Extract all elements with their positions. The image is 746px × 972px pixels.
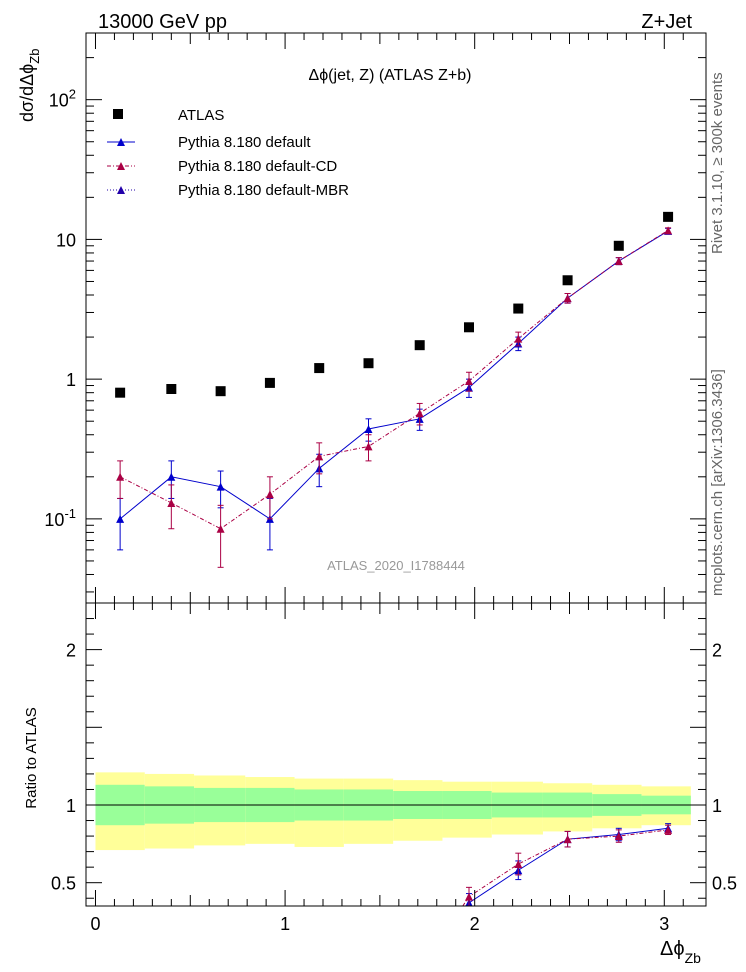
atlas-data-point	[166, 384, 177, 395]
analysis-watermark: ATLAS_2020_I1788444	[327, 558, 465, 573]
mcplots-label: mcplots.cern.ch [arXiv:1306.3436]	[709, 369, 726, 596]
y-tick-label: 102	[49, 87, 76, 111]
atlas-data-point	[363, 358, 374, 369]
legend-default-label: Pythia 8.180 default	[178, 134, 311, 151]
ratio-plot-frame	[85, 602, 707, 907]
mc-data-point	[364, 424, 373, 433]
atlas-data-point	[215, 386, 226, 397]
x-tick-label: 1	[280, 914, 290, 934]
legend: ATLAS Pythia 8.180 default Pythia 8.180 …	[107, 107, 349, 199]
atlas-data-point	[115, 387, 126, 398]
atlas-data-point	[562, 275, 573, 286]
mc-data-point	[216, 524, 225, 533]
ratio-data-point	[563, 835, 572, 844]
main-data-layer	[115, 211, 674, 568]
atlas-data-point	[463, 322, 474, 333]
ratio-data-point	[614, 832, 623, 841]
ratio-y-tick-label-right: 2	[712, 641, 722, 661]
process-label: Z+Jet	[641, 11, 692, 33]
y-tick-label: 10-1	[44, 506, 76, 530]
energy-label: 13000 GeV pp	[98, 11, 227, 33]
y-tick-label: 1	[66, 370, 76, 390]
mc-data-point	[315, 452, 324, 461]
legend-cd-marker	[117, 162, 125, 170]
ratio-y-tick-label: 2	[66, 641, 76, 661]
ratio-data-layer	[462, 823, 673, 906]
ratio-data-point	[464, 892, 473, 901]
atlas-data-point	[663, 211, 674, 222]
main-plot-panel: 10-1 1 10 102 Δϕ(jet, Z) (ATLAS Z+b) ATLAS_…	[17, 32, 707, 604]
series-line	[119, 229, 669, 530]
mc-data-point	[614, 257, 623, 266]
legend-mbr-label: Pythia 8.180 default-MBR	[178, 182, 349, 199]
y-tick-label-exponent: -1	[64, 506, 76, 521]
ratio-plot-panel: 0.5 0.5 1 1 2 2 0 1 2 3 Ratio to ATLAS ΔϕZb	[23, 602, 737, 966]
atlas-data-point	[314, 363, 325, 374]
legend-cd-label: Pythia 8.180 default-CD	[178, 158, 337, 175]
ratio-series-group	[462, 823, 673, 906]
legend-atlas-label: ATLAS	[178, 107, 224, 124]
mc-data-point	[514, 334, 523, 343]
y-tick-label: 10	[56, 230, 76, 250]
mc-data-point	[563, 294, 572, 303]
ratio-data-point	[664, 825, 673, 834]
main-axis-ticks: 10-1 1 10 102	[44, 32, 706, 603]
mc-data-point	[167, 472, 176, 481]
mc-data-point	[664, 226, 673, 235]
x-tick-label: 2	[470, 914, 480, 934]
legend-mbr-marker	[117, 186, 125, 194]
x-axis-label: ΔϕZb	[660, 938, 701, 966]
mc-data-point	[167, 498, 176, 507]
rivet-label: Rivet 3.1.10, ≥ 300k events	[709, 72, 726, 254]
mc-data-point	[415, 409, 424, 418]
mc-data-point	[216, 482, 225, 491]
legend-default-marker	[117, 138, 125, 146]
mc-data-point	[265, 490, 274, 499]
atlas-data-point	[414, 340, 425, 351]
atlas-data-point	[513, 303, 524, 314]
x-tick-label: 0	[90, 914, 100, 934]
legend-atlas-marker	[113, 109, 123, 119]
mc-data-point	[464, 376, 473, 385]
plot-title: Δϕ(jet, Z) (ATLAS Z+b)	[309, 67, 472, 84]
mc-data-point	[116, 514, 125, 523]
atlas-data-point	[264, 377, 275, 388]
atlas-data-point	[613, 240, 624, 251]
ratio-uncertainty-bands	[95, 772, 691, 851]
ratio-y-tick-label: 1	[66, 796, 76, 816]
ratio-axis-ticks: 0.5 0.5 1 1 2 2 0 1 2 3	[51, 602, 737, 934]
ratio-y-axis-label: Ratio to ATLAS	[23, 707, 40, 808]
mc-data-point	[116, 472, 125, 481]
mc-data-point	[364, 442, 373, 451]
y-tick-label-exponent: 2	[69, 87, 76, 102]
ratio-y-tick-label-right: 1	[712, 796, 722, 816]
x-tick-label: 3	[659, 914, 669, 934]
series-line	[119, 230, 669, 520]
ratio-y-tick-label: 0.5	[51, 874, 76, 894]
main-y-axis-label: dσ/dΔϕZb	[17, 49, 42, 122]
ratio-data-point	[514, 860, 523, 869]
ratio-y-tick-label-right: 0.5	[712, 874, 737, 894]
